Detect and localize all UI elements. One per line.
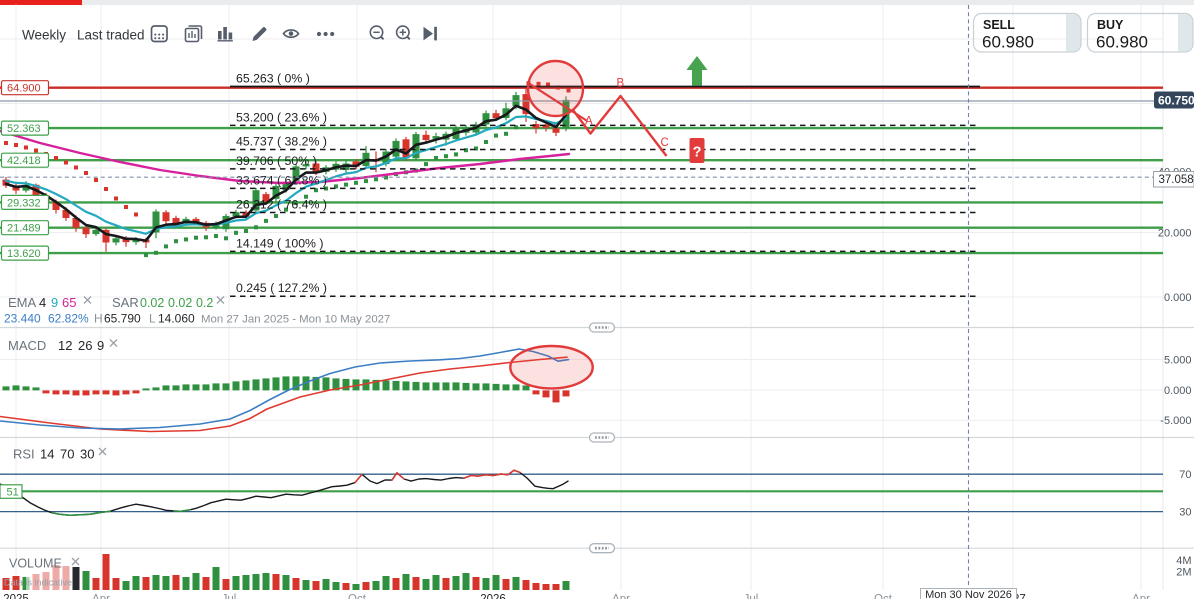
svg-text:Mon 30 Nov 2026: Mon 30 Nov 2026 [925,589,1012,599]
svg-text:70: 70 [1179,469,1191,481]
svg-text:52.363: 52.363 [7,123,41,135]
svg-text:20.000: 20.000 [1158,227,1192,239]
svg-text:21.489: 21.489 [7,223,41,235]
svg-text:2025: 2025 [3,593,29,599]
svg-text:29.332: 29.332 [7,197,41,209]
svg-text:SELL: SELL [983,18,1015,32]
svg-text:Jul: Jul [222,593,237,599]
svg-text:0.02: 0.02 [168,296,192,310]
svg-text:42.418: 42.418 [7,155,41,167]
svg-text:A: A [585,116,593,128]
svg-text:0.000: 0.000 [1164,385,1192,397]
svg-text:-5.000: -5.000 [1160,415,1191,427]
svg-text:26: 26 [78,338,92,353]
svg-text:Weekly: Weekly [22,28,66,43]
svg-text:33.674 ( 61.8% ): 33.674 ( 61.8% ) [236,173,327,187]
svg-text:EMA: EMA [8,295,37,310]
svg-text:Apr: Apr [1132,593,1150,599]
svg-text:39.706 ( 50% ): 39.706 ( 50% ) [236,154,317,168]
svg-text:Oct: Oct [874,593,893,599]
svg-text:30: 30 [80,447,94,462]
svg-text:0.000: 0.000 [1164,292,1192,304]
svg-text:0.245 ( 127.2% ): 0.245 ( 127.2% ) [236,281,327,295]
svg-text:70: 70 [60,447,74,462]
svg-text:2026: 2026 [480,593,506,599]
svg-text:14.149 ( 100% ): 14.149 ( 100% ) [236,236,324,250]
svg-text:26.212 ( 76.4% ): 26.212 ( 76.4% ) [236,198,327,212]
svg-text:C: C [661,137,669,149]
svg-text:L: L [149,312,156,326]
svg-text:0.02: 0.02 [140,296,164,310]
svg-text:Oct: Oct [348,593,367,599]
svg-text:60.750: 60.750 [1158,93,1194,107]
svg-text:BUY: BUY [1097,18,1124,32]
svg-text:Mon 27 Jan 2025 - Mon 10 May 2: Mon 27 Jan 2025 - Mon 10 May 2027 [201,314,390,326]
svg-text:62.82%: 62.82% [48,312,89,326]
svg-text:4: 4 [39,295,46,310]
svg-text:14.060: 14.060 [158,312,195,326]
svg-text:0.2: 0.2 [196,296,213,310]
svg-text:9: 9 [97,338,104,353]
svg-text:65: 65 [62,295,76,310]
svg-text:RSI: RSI [13,447,35,462]
svg-text:SAR: SAR [112,295,139,310]
svg-text:B: B [617,78,625,90]
svg-text:65.263 ( 0% ): 65.263 ( 0% ) [236,72,310,86]
svg-text:Apr: Apr [612,593,630,599]
svg-text:65.790: 65.790 [104,312,141,326]
svg-text:14: 14 [40,447,54,462]
svg-text:Apr: Apr [92,593,110,599]
svg-text:5.000: 5.000 [1164,354,1192,366]
svg-text:VOLUME: VOLUME [9,557,62,571]
svg-text:Last traded: Last traded [77,28,145,43]
svg-text:4M: 4M [1176,555,1191,567]
svg-text:MACD: MACD [8,338,46,353]
svg-text:60.980: 60.980 [1096,33,1148,52]
svg-text:12: 12 [58,338,72,353]
svg-text:H: H [94,312,103,326]
svg-text:23.440: 23.440 [4,312,41,326]
svg-text:51: 51 [7,486,19,498]
svg-text:30: 30 [1179,506,1191,518]
svg-text:64.900: 64.900 [7,83,41,95]
svg-text:45.737 ( 38.2% ): 45.737 ( 38.2% ) [236,135,327,149]
svg-text:2M: 2M [1176,566,1191,578]
svg-text:13.620: 13.620 [7,248,41,260]
svg-text:60.980: 60.980 [982,33,1034,52]
svg-text:Jul: Jul [744,593,759,599]
svg-text:9: 9 [51,295,58,310]
svg-text:37.058: 37.058 [1159,174,1194,186]
svg-text:53.200 ( 23.6% ): 53.200 ( 23.6% ) [236,110,327,124]
svg-text:Data is indicative: Data is indicative [4,578,72,588]
svg-text:?: ? [693,145,702,161]
